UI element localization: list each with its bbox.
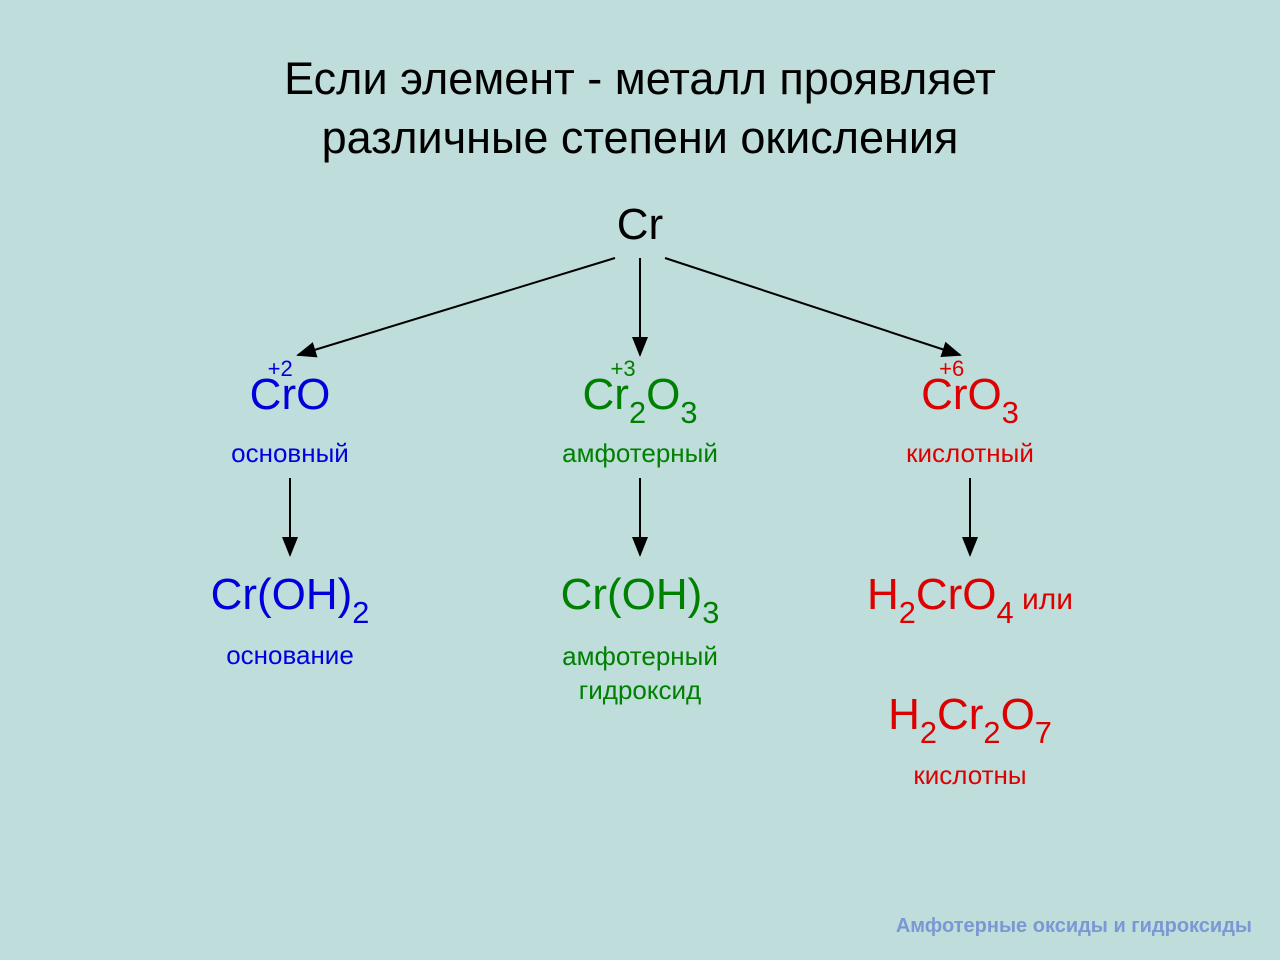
right-acid2-formula: H2Cr2O7: [888, 690, 1052, 739]
right-oxide: +6 CrO3: [800, 370, 1140, 427]
title-line2: различные степени окисления: [322, 112, 959, 163]
mid-hydroxide-label: амфотерный гидроксид: [470, 640, 810, 708]
right-ox-state: +6: [939, 356, 964, 382]
right-acid1: H2CrO4 или: [800, 570, 1140, 627]
left-oxide-formula: +2 CrO: [250, 370, 331, 419]
left-hydroxide: Cr(OH)2: [120, 570, 460, 627]
mid-hydroxide: Cr(OH)3: [470, 570, 810, 627]
left-ox-state: +2: [268, 356, 293, 382]
left-oxide: +2 CrO: [120, 370, 460, 420]
arrow-root-left: [298, 258, 615, 355]
left-hydroxide-label: основание: [120, 640, 460, 671]
arrow-root-right: [665, 258, 960, 355]
title-line1: Если элемент - металл проявляет: [284, 53, 996, 104]
right-oxide-label: кислотный: [800, 438, 1140, 469]
mid-ox-state: +3: [611, 356, 636, 382]
slide-title: Если элемент - металл проявляет различны…: [0, 50, 1280, 167]
mid-oxide-label: амфотерный: [470, 438, 810, 469]
mid-oxide: +3 Cr2O3: [470, 370, 810, 427]
right-acid1-formula: H2CrO4 или: [867, 570, 1073, 619]
mid-hydroxide-formula: Cr(OH)3: [561, 570, 720, 619]
left-oxide-label: основный: [120, 438, 460, 469]
left-hydroxide-formula: Cr(OH)2: [211, 570, 370, 619]
root-element: Cr: [0, 200, 1280, 250]
right-acid2-label: кислотны: [800, 760, 1140, 791]
footer-caption: Амфотерные оксиды и гидроксиды: [896, 915, 1252, 938]
mid-oxide-formula: +3 Cr2O3: [583, 370, 698, 419]
right-oxide-formula: +6 CrO3: [921, 370, 1019, 419]
right-acid2: H2Cr2O7: [800, 690, 1140, 747]
